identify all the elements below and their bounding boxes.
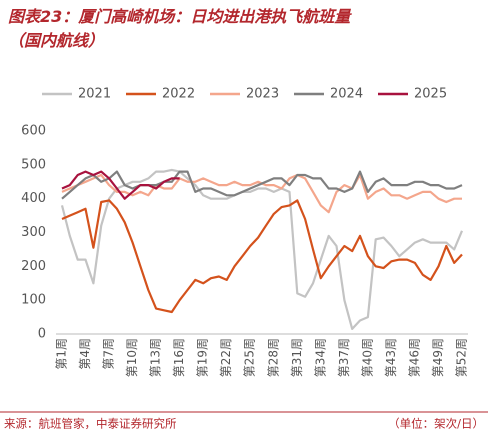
y-tick-label: 500 <box>21 157 46 172</box>
x-tick-label: 第43周 <box>384 338 398 377</box>
series-line <box>61 199 463 314</box>
legend-label: 2021 <box>78 87 111 102</box>
legend-label: 2023 <box>246 87 279 102</box>
y-tick-label: 200 <box>21 259 46 274</box>
unit: （单位：架次/日） <box>388 417 484 431</box>
y-tick-label: 600 <box>21 124 46 139</box>
x-tick-label: 第49周 <box>431 338 445 377</box>
x-tick-label: 第34周 <box>313 338 327 377</box>
legend-label: 2024 <box>330 87 363 102</box>
x-tick-label: 第31周 <box>290 338 304 377</box>
x-tick-label: 第10周 <box>125 338 139 377</box>
x-tick-label: 第19周 <box>196 338 210 377</box>
x-tick-label: 第37周 <box>337 338 351 377</box>
legend-label: 2025 <box>414 87 447 102</box>
x-tick-label: 第1周 <box>55 338 69 370</box>
x-tick-label: 第40周 <box>360 338 374 377</box>
series-line <box>61 170 180 200</box>
legend-label: 2022 <box>162 87 195 102</box>
y-tick-label: 0 <box>38 327 46 342</box>
x-tick-label: 第46周 <box>407 338 421 377</box>
x-tick-label: 第28周 <box>266 338 280 377</box>
x-tick-label: 第52周 <box>455 338 469 377</box>
chart-title: 图表23：厦门高崎机场：日均进出港执飞航班量（国内航线） <box>8 7 352 50</box>
y-tick-label: 300 <box>21 225 46 240</box>
series-line <box>60 168 464 330</box>
x-tick-label: 第13周 <box>149 338 163 377</box>
x-tick-label: 第25周 <box>243 338 257 377</box>
x-tick-label: 第4周 <box>78 338 92 370</box>
y-tick-label: 100 <box>21 293 46 308</box>
y-tick-label: 400 <box>21 191 46 206</box>
x-tick-label: 第7周 <box>102 338 116 370</box>
series-line <box>61 170 463 200</box>
source: 来源：航班管家，中泰证券研究所 <box>4 417 177 431</box>
x-tick-label: 第22周 <box>219 338 233 377</box>
x-tick-label: 第16周 <box>172 338 186 377</box>
